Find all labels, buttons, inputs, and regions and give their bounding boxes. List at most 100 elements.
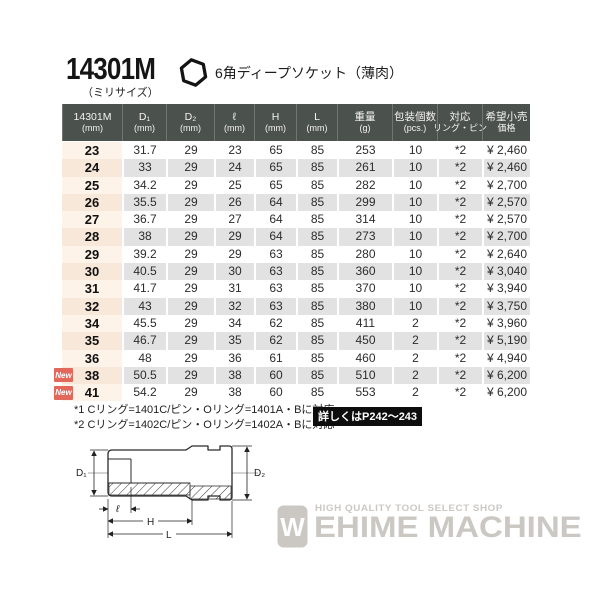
cell-size: 27 <box>62 211 122 229</box>
socket-dimension-diagram: D₁ D₂ ℓ H L <box>76 445 265 541</box>
cell-hex-depth: 35 <box>214 332 254 350</box>
cell-pack-qty: 10 <box>392 176 437 194</box>
cell-h: 65 <box>254 176 296 194</box>
cell-size: 28 <box>62 228 122 246</box>
cell-d2: 29 <box>166 366 214 385</box>
table-row: 36 48 29 36 61 85 460 2 *2 ¥ 4,940 <box>62 349 530 367</box>
cell-price: ¥ 2,460 <box>482 142 530 160</box>
shop-logo-icon: W <box>277 505 308 548</box>
cell-ring-pin: *2 <box>437 314 482 333</box>
cell-pack-qty: 10 <box>392 245 437 264</box>
cell-d1: 38 <box>122 228 166 246</box>
cell-d1: 40.5 <box>122 263 166 281</box>
table-row: 26 35.5 29 26 64 85 299 10 *2 ¥ 2,570 <box>62 193 530 212</box>
cell-l: 85 <box>296 159 337 177</box>
cell-h: 63 <box>254 297 296 315</box>
dim-label-h: H <box>147 517 154 528</box>
footnote-2: *2 Cリング=1402C/ピン・Oリング=1402A・Bに対応 <box>74 418 335 431</box>
spec-table: 14301M (mm) D₁ (mm) D₂ (mm) ℓ (mm) H (mm… <box>54 104 530 402</box>
cell-d2: 29 <box>166 384 214 402</box>
table-header-cell: 14301M (mm) <box>62 104 122 141</box>
cell-pack-qty: 10 <box>392 211 437 229</box>
cell-d1: 46.7 <box>122 332 166 350</box>
cell-h: 64 <box>254 211 296 229</box>
cell-l: 85 <box>296 366 337 385</box>
cell-d1: 48 <box>122 349 166 367</box>
dim-label-d1: D₁ <box>76 468 87 479</box>
size-note: （ミリサイズ） <box>82 87 159 99</box>
cell-l: 85 <box>296 384 337 402</box>
section-hatch <box>108 482 191 496</box>
header-line1: L <box>314 111 320 123</box>
cell-hex-depth: 23 <box>214 142 254 160</box>
dim-label-l: L <box>166 530 172 541</box>
header-line2: (g) <box>359 123 371 133</box>
cell-ring-pin: *2 <box>437 193 482 212</box>
header-line1: 包装個数 <box>394 111 436 123</box>
hexagon-icon <box>179 58 208 87</box>
cell-pack-qty: 2 <box>392 314 437 333</box>
cell-d1: 36.7 <box>122 211 166 229</box>
cell-d2: 29 <box>166 332 214 350</box>
cell-hex-depth: 29 <box>214 245 254 264</box>
cell-pack-qty: 10 <box>392 297 437 315</box>
cell-d1: 41.7 <box>122 280 166 298</box>
table-header-row: 14301M (mm) D₁ (mm) D₂ (mm) ℓ (mm) H (mm… <box>62 104 530 141</box>
table-row: 31 41.7 29 31 63 85 370 10 *2 ¥ 3,940 <box>62 280 530 298</box>
cell-d2: 29 <box>166 142 214 160</box>
table-header-cell: 希望小売 価格 <box>482 104 530 141</box>
dim-label-d2: D₂ <box>254 468 265 479</box>
cell-weight: 280 <box>337 245 392 264</box>
cell-size: 38 <box>62 366 122 385</box>
cell-h: 63 <box>254 280 296 298</box>
cell-hex-depth: 25 <box>214 176 254 194</box>
cell-hex-depth: 31 <box>214 280 254 298</box>
cell-l: 85 <box>296 263 337 281</box>
cell-size: 34 <box>62 314 122 333</box>
table-row: New 41 54.2 29 38 60 85 553 2 *2 ¥ 6,200 <box>54 384 530 402</box>
cell-pack-qty: 2 <box>392 349 437 367</box>
cell-l: 85 <box>296 245 337 264</box>
table-header-cell: 対応 リング・ピン <box>433 104 487 141</box>
cell-ring-pin: *2 <box>437 384 482 402</box>
cell-price: ¥ 3,940 <box>482 280 530 298</box>
header-line1: ℓ <box>232 111 237 123</box>
cell-price: ¥ 5,190 <box>482 332 530 350</box>
cell-hex-depth: 26 <box>214 193 254 212</box>
cell-price: ¥ 2,640 <box>482 245 530 264</box>
cell-weight: 460 <box>337 349 392 367</box>
cell-d2: 29 <box>166 297 214 315</box>
cell-d1: 50.5 <box>122 366 166 385</box>
cell-weight: 299 <box>337 193 392 212</box>
header-line2: (mm) <box>82 123 103 133</box>
cell-weight: 273 <box>337 228 392 246</box>
cell-ring-pin: *2 <box>437 297 482 315</box>
new-badge: New <box>54 368 73 383</box>
cell-weight: 380 <box>337 297 392 315</box>
cell-hex-depth: 34 <box>214 314 254 333</box>
cell-ring-pin: *2 <box>437 349 482 367</box>
cell-price: ¥ 3,960 <box>482 314 530 333</box>
cell-l: 85 <box>296 228 337 246</box>
cell-hex-depth: 29 <box>214 228 254 246</box>
cell-d1: 45.5 <box>122 314 166 333</box>
cell-hex-depth: 27 <box>214 211 254 229</box>
cell-size: 23 <box>62 142 122 160</box>
cell-pack-qty: 10 <box>392 193 437 212</box>
header-line1: 対応 <box>449 111 471 123</box>
cell-ring-pin: *2 <box>437 142 482 160</box>
cell-size: 29 <box>62 245 122 264</box>
cell-weight: 450 <box>337 332 392 350</box>
table-header-cell: ℓ (mm) <box>214 104 254 141</box>
cell-size: 36 <box>62 349 122 367</box>
cell-ring-pin: *2 <box>437 280 482 298</box>
cell-weight: 510 <box>337 366 392 385</box>
shop-tagline: HIGH QUALITY TOOL SELECT SHOP <box>315 503 504 514</box>
cell-price: ¥ 2,570 <box>482 211 530 229</box>
cell-h: 61 <box>254 349 296 367</box>
cell-l: 85 <box>296 332 337 350</box>
cell-pack-qty: 2 <box>392 384 437 402</box>
cell-ring-pin: *2 <box>437 245 482 264</box>
table-row: 30 40.5 29 30 63 85 360 10 *2 ¥ 3,040 <box>62 263 530 281</box>
shop-name: EHIME MACHINE <box>314 511 582 544</box>
